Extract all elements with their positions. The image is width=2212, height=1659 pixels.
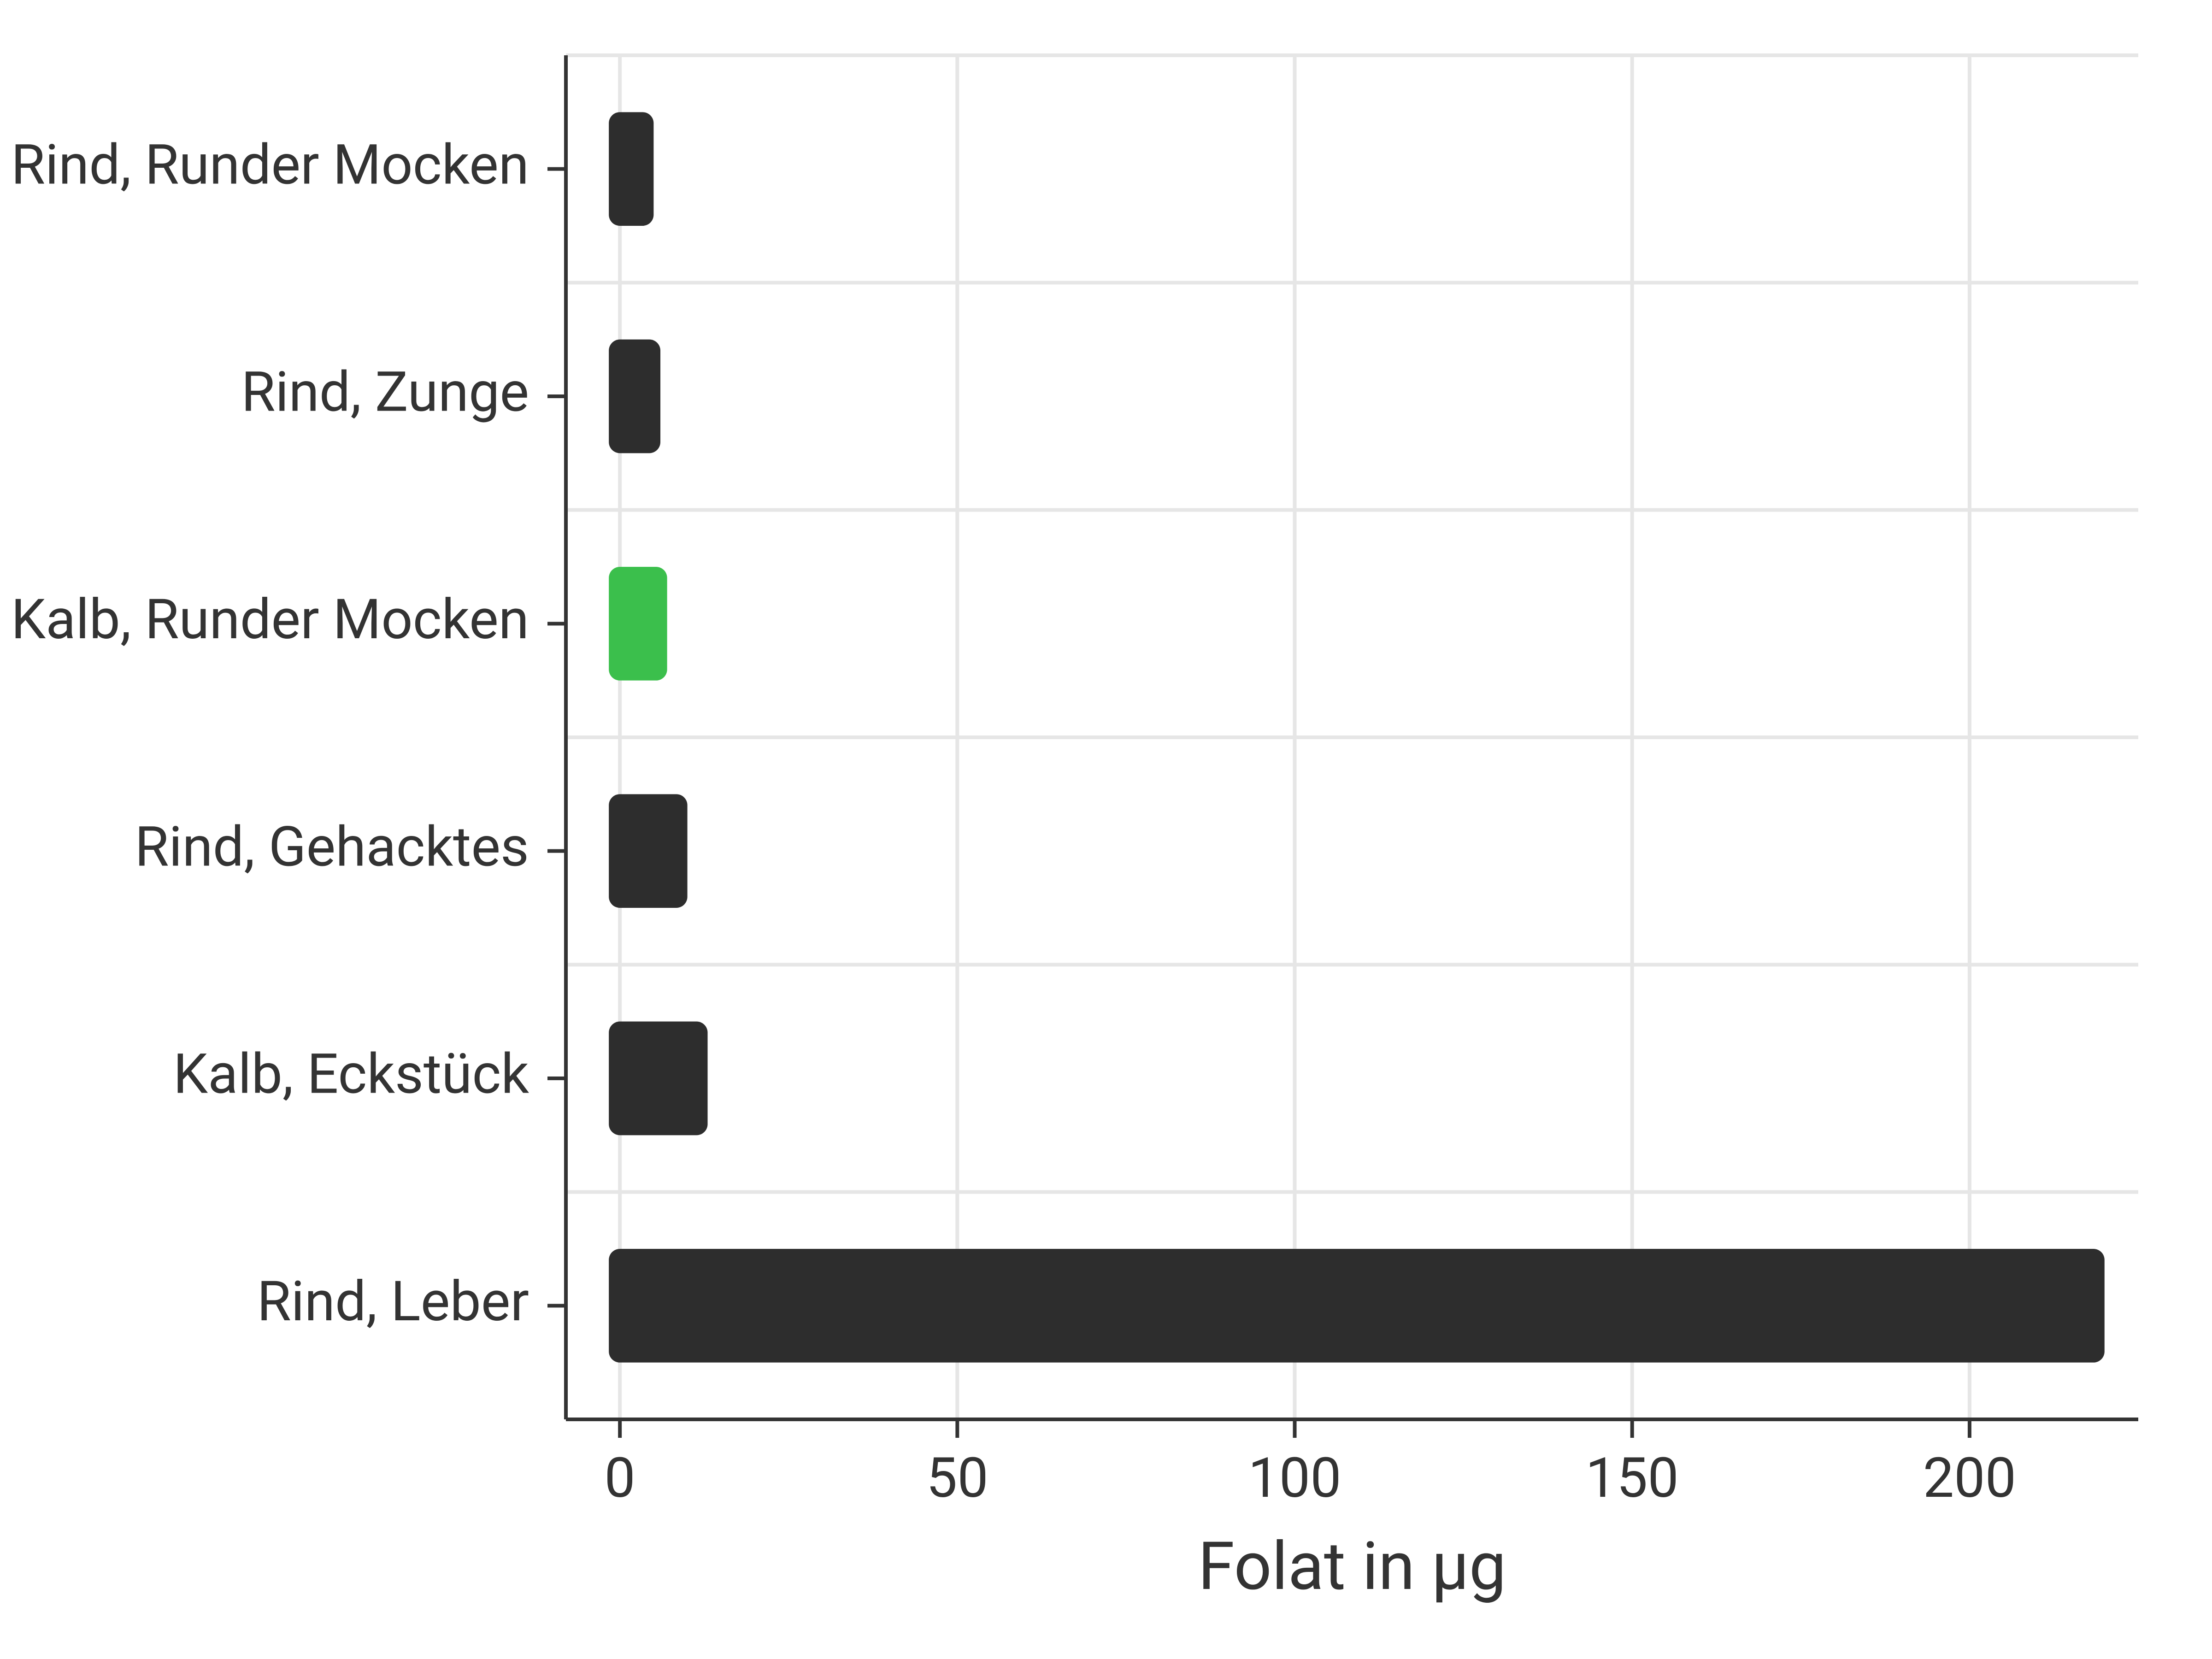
y-category-label: Rind, Runder Mocken <box>11 133 529 197</box>
x-tick-label: 100 <box>1248 1446 1341 1511</box>
y-category-label: Rind, Leber <box>257 1270 529 1334</box>
folat-bar-chart: Rind, Runder Mocken Rind, Zunge Kalb, Rund… <box>0 0 2212 1659</box>
chart-container: Rind, Runder Mocken Rind, Zunge Kalb, Rund… <box>0 0 2212 1659</box>
y-category-label: Rind, Zunge <box>241 360 529 425</box>
x-tick-label: 150 <box>1586 1446 1679 1511</box>
x-tick-label: 200 <box>1923 1446 2016 1511</box>
bar <box>609 340 660 453</box>
x-tick-label: 50 <box>926 1446 988 1511</box>
y-category-label: Kalb, Runder Mocken <box>11 588 529 652</box>
bar <box>609 1022 707 1135</box>
y-category-label: Kalb, Eckstück <box>173 1042 529 1107</box>
x-axis-label: Folat in µg <box>1198 1528 1506 1606</box>
y-category-label: Rind, Gehacktes <box>135 815 529 879</box>
bar <box>609 1249 2105 1363</box>
bar <box>609 112 653 226</box>
x-tick-label: 0 <box>604 1446 635 1511</box>
bar <box>609 794 687 908</box>
bar <box>609 567 667 681</box>
